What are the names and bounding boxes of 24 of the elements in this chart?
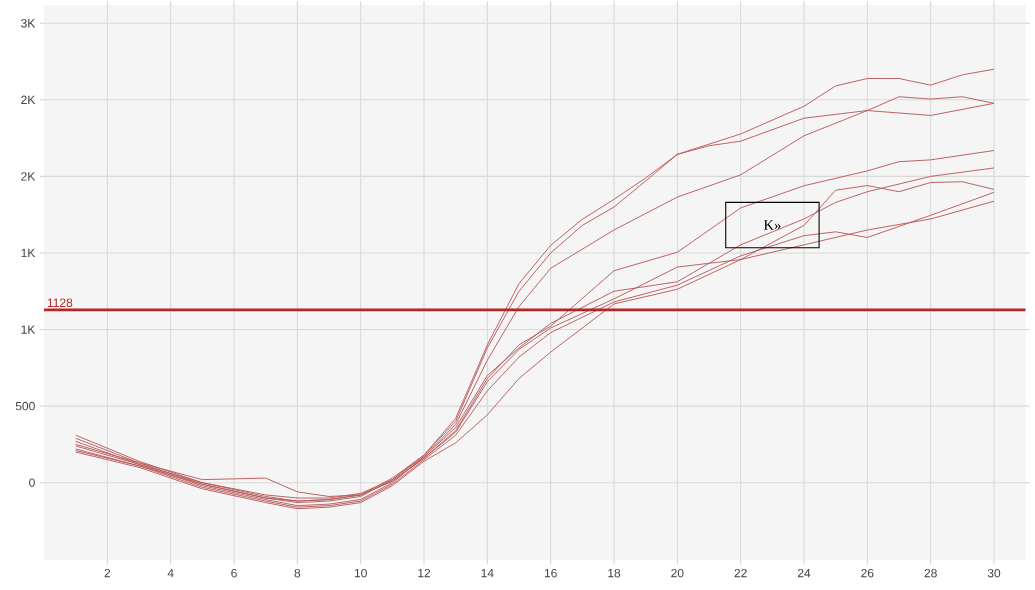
x-tick-label: 4 — [167, 569, 174, 578]
y-tick-label: 1K — [21, 325, 36, 334]
x-tick-label: 2 — [104, 569, 111, 578]
x-tick-label: 24 — [797, 569, 811, 578]
x-tick-label: 22 — [734, 569, 747, 578]
x-tick-label: 10 — [354, 569, 367, 578]
y-tick-label: 1K — [21, 249, 36, 258]
x-tick-label: 6 — [231, 569, 237, 578]
x-tick-label: 18 — [608, 569, 621, 578]
x-tick-label: 26 — [861, 569, 874, 578]
y-tick-label: 2K — [21, 172, 36, 181]
y-tick-label: 500 — [15, 402, 35, 411]
y-tick-label: 0 — [29, 478, 35, 488]
x-tick-label: 16 — [544, 569, 557, 578]
x-tick-label: 28 — [924, 569, 937, 578]
y-tick-label: 3K — [21, 19, 36, 28]
annotation: K» — [763, 220, 781, 231]
x-tick-label: 8 — [294, 569, 301, 578]
x-tick-label: 12 — [418, 569, 431, 578]
x-tick-label: 30 — [987, 569, 1001, 578]
x-tick-label: 20 — [671, 569, 684, 578]
y-tick-label: 2K — [21, 95, 36, 105]
ref-line-label: 1128 — [47, 298, 73, 308]
x-tick-label: 14 — [481, 569, 494, 578]
